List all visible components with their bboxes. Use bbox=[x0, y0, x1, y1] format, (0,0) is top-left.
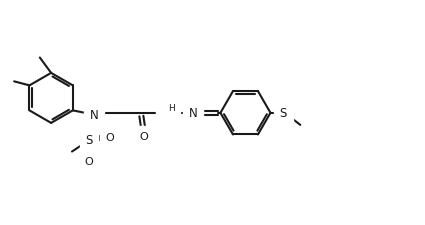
Text: O: O bbox=[85, 157, 94, 166]
Text: S: S bbox=[85, 133, 93, 146]
Text: N: N bbox=[89, 108, 98, 121]
Text: H: H bbox=[168, 103, 175, 112]
Text: S: S bbox=[280, 107, 287, 120]
Text: O: O bbox=[105, 133, 114, 143]
Text: N: N bbox=[189, 107, 197, 120]
Text: N: N bbox=[161, 107, 170, 120]
Text: O: O bbox=[139, 132, 148, 142]
